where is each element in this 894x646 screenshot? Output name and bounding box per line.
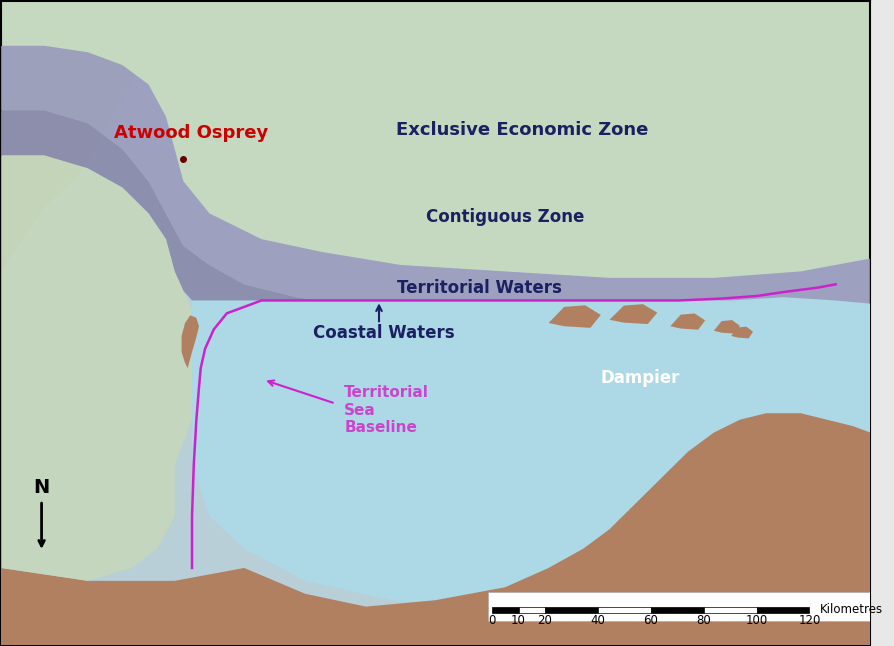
Polygon shape — [1, 110, 871, 368]
Text: Coastal Waters: Coastal Waters — [313, 324, 454, 342]
Polygon shape — [1, 156, 192, 581]
Text: 120: 120 — [798, 614, 821, 627]
Text: 40: 40 — [590, 614, 605, 627]
Polygon shape — [610, 304, 657, 324]
Bar — [704, 607, 756, 613]
Polygon shape — [731, 327, 753, 339]
Bar — [519, 607, 545, 613]
Text: Kilometres: Kilometres — [820, 603, 883, 616]
Text: Territorial Waters: Territorial Waters — [397, 278, 561, 297]
Text: 20: 20 — [537, 614, 552, 627]
Text: N: N — [33, 478, 50, 497]
Text: Atwood Osprey: Atwood Osprey — [114, 124, 268, 142]
Polygon shape — [1, 1, 871, 278]
Polygon shape — [1, 1, 157, 271]
FancyBboxPatch shape — [488, 592, 879, 621]
Polygon shape — [181, 315, 199, 368]
Text: Contiguous Zone: Contiguous Zone — [426, 207, 585, 225]
Polygon shape — [1, 46, 871, 336]
Text: 80: 80 — [696, 614, 711, 627]
Text: Exclusive Economic Zone: Exclusive Economic Zone — [396, 121, 649, 139]
Text: 0: 0 — [488, 614, 496, 627]
Bar — [545, 607, 598, 613]
Text: Dampier: Dampier — [600, 369, 679, 387]
Bar — [651, 607, 704, 613]
Polygon shape — [549, 306, 601, 328]
Bar — [756, 607, 809, 613]
Polygon shape — [192, 297, 871, 645]
Bar — [492, 607, 519, 613]
Polygon shape — [1, 413, 871, 645]
Text: 10: 10 — [511, 614, 526, 627]
Text: 60: 60 — [644, 614, 658, 627]
Polygon shape — [713, 320, 740, 333]
Text: Territorial
Sea
Baseline: Territorial Sea Baseline — [344, 385, 429, 435]
Bar — [598, 607, 651, 613]
Polygon shape — [670, 313, 705, 329]
Text: 100: 100 — [746, 614, 768, 627]
